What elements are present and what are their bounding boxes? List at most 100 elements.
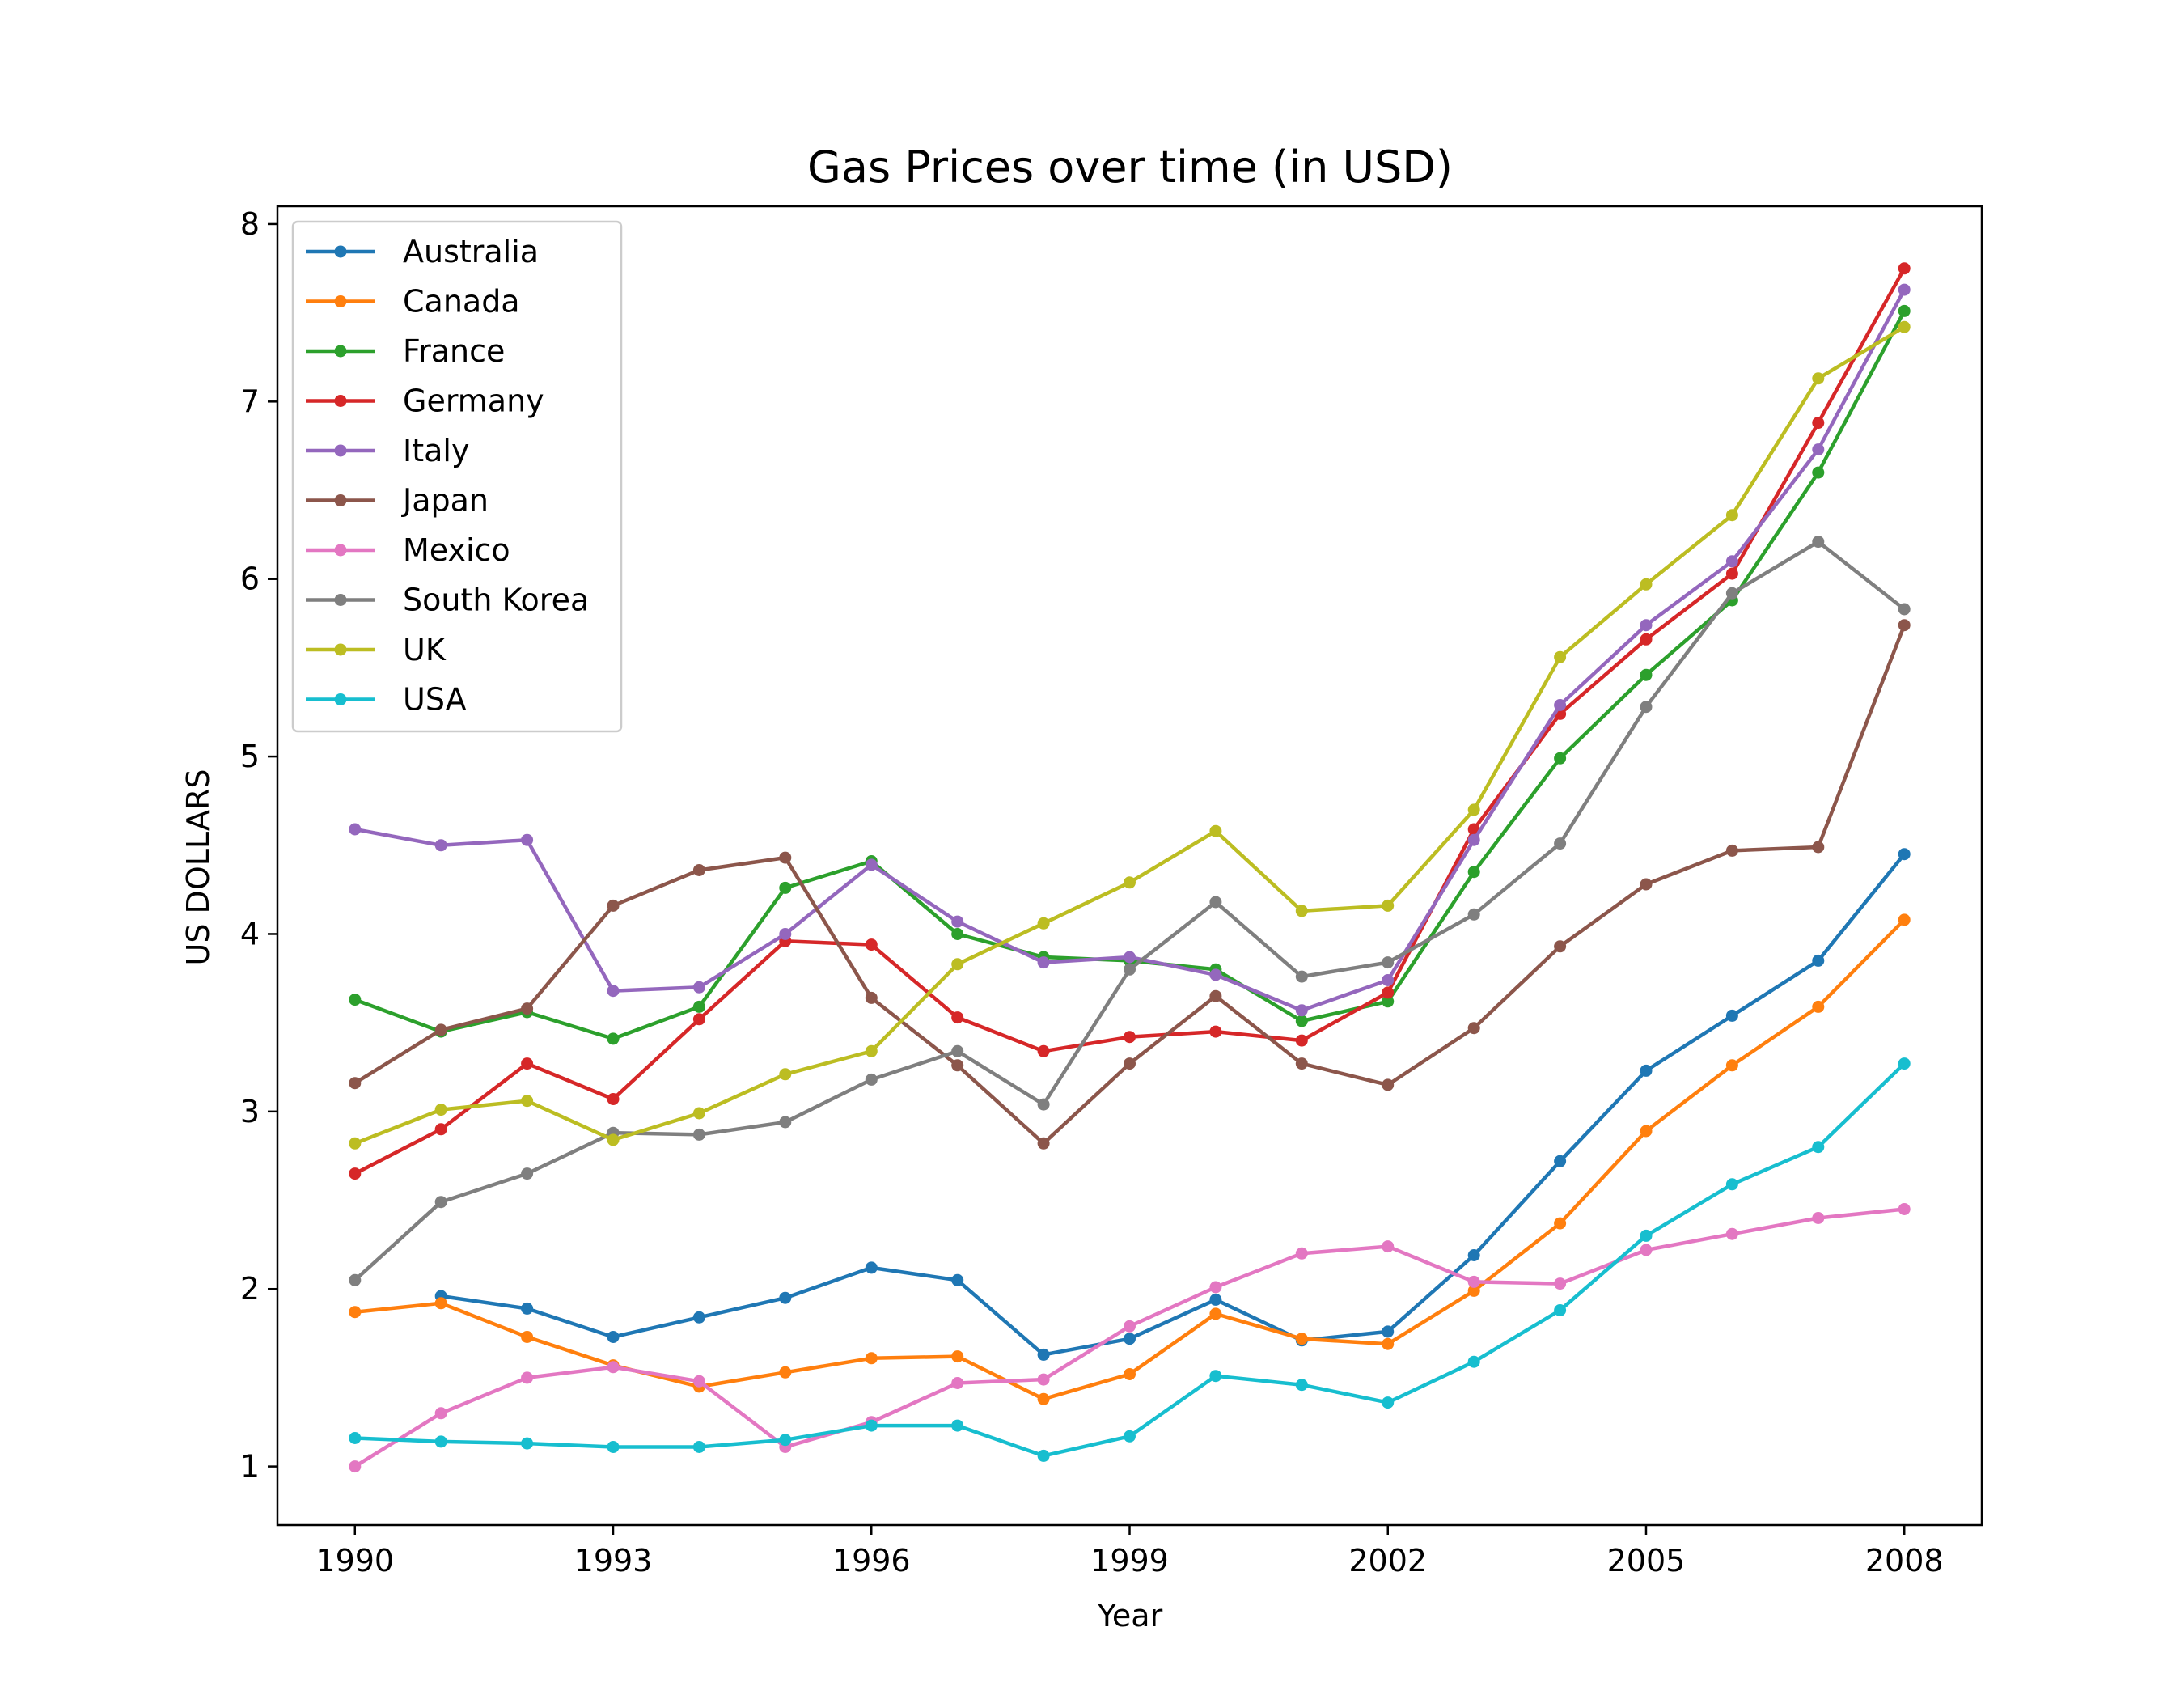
data-point-australia	[607, 1331, 620, 1343]
legend-marker-germany	[334, 395, 347, 407]
data-point-usa	[434, 1435, 447, 1448]
data-point-usa	[607, 1441, 620, 1453]
legend: Australia Canada France Germany Italy Japan Me…	[291, 220, 623, 733]
data-point-australia	[1812, 954, 1825, 967]
x-tick-label: 2002	[1348, 1543, 1427, 1578]
data-point-japan	[1382, 1078, 1395, 1091]
data-point-uk	[951, 958, 964, 971]
data-point-japan	[607, 899, 620, 912]
data-point-france	[692, 1000, 705, 1013]
data-point-canada	[865, 1352, 878, 1365]
data-point-france	[607, 1032, 620, 1045]
data-point-italy	[865, 858, 878, 871]
data-point-japan	[349, 1077, 362, 1090]
data-point-canada	[1725, 1059, 1738, 1072]
data-point-germany	[1037, 1044, 1050, 1057]
data-point-italy	[521, 833, 534, 846]
data-point-australia	[1037, 1348, 1050, 1361]
data-point-mexico	[692, 1375, 705, 1388]
data-point-italy	[1812, 443, 1825, 456]
data-point-uk	[1725, 509, 1738, 522]
data-point-germany	[1124, 1031, 1136, 1044]
legend-marker-australia	[334, 245, 347, 258]
data-point-south-korea	[1812, 536, 1825, 549]
data-point-usa	[1554, 1304, 1567, 1316]
data-point-australia	[692, 1311, 705, 1324]
data-point-japan	[1898, 619, 1911, 632]
data-point-italy	[1467, 833, 1480, 846]
data-point-usa	[1812, 1141, 1825, 1154]
data-point-italy	[1382, 974, 1395, 986]
data-point-france	[1382, 995, 1395, 1008]
legend-marker-japan	[334, 494, 347, 506]
data-point-usa	[1898, 1057, 1911, 1070]
legend-box	[291, 220, 623, 733]
data-point-canada	[1295, 1333, 1308, 1345]
data-point-uk	[1554, 650, 1567, 663]
data-point-france	[951, 928, 964, 940]
legend-label-usa: USA	[403, 682, 467, 718]
data-point-mexico	[434, 1407, 447, 1420]
series-south-korea	[349, 536, 1911, 1286]
data-point-japan	[1640, 878, 1653, 891]
data-point-canada	[779, 1366, 792, 1379]
data-point-usa	[779, 1434, 792, 1447]
legend-marker-usa	[334, 693, 347, 705]
data-point-canada	[1382, 1337, 1395, 1350]
data-point-japan	[1209, 989, 1222, 1002]
series-mexico	[349, 1203, 1911, 1473]
data-point-japan	[1812, 841, 1825, 854]
legend-item-france: France	[306, 333, 505, 369]
data-point-usa	[349, 1432, 362, 1444]
data-point-germany	[1209, 1025, 1222, 1038]
data-point-mexico	[349, 1460, 362, 1473]
y-axis-label: US DOLLARS	[180, 769, 216, 966]
data-point-japan	[692, 864, 705, 876]
data-point-australia	[1554, 1155, 1567, 1167]
data-point-mexico	[1898, 1203, 1911, 1215]
data-point-south-korea	[1467, 908, 1480, 921]
data-point-south-korea	[1124, 963, 1136, 976]
legend-marker-south-korea	[334, 594, 347, 606]
data-point-south-korea	[434, 1196, 447, 1209]
data-point-usa	[1037, 1449, 1050, 1462]
data-point-canada	[521, 1331, 534, 1343]
data-point-germany	[434, 1123, 447, 1136]
data-point-japan	[951, 1059, 964, 1072]
data-point-usa	[951, 1419, 964, 1432]
data-point-australia	[521, 1302, 534, 1315]
legend-label-germany: Germany	[403, 383, 544, 419]
y-tick-label: 5	[240, 739, 260, 774]
data-point-canada	[1812, 1000, 1825, 1013]
x-tick-label: 1996	[832, 1543, 911, 1578]
data-point-germany	[1382, 986, 1395, 999]
data-point-uk	[692, 1107, 705, 1120]
data-point-canada	[349, 1306, 362, 1319]
data-point-germany	[692, 1013, 705, 1026]
y-tick-label: 3	[240, 1094, 260, 1129]
data-point-usa	[1382, 1396, 1395, 1409]
data-point-australia	[1725, 1009, 1738, 1022]
data-point-france	[1898, 304, 1911, 317]
data-point-usa	[1209, 1370, 1222, 1383]
data-point-canada	[1898, 913, 1911, 926]
y-tick-label: 6	[240, 561, 260, 597]
data-point-uk	[434, 1104, 447, 1116]
data-point-australia	[951, 1273, 964, 1286]
data-point-uk	[1382, 899, 1395, 912]
data-point-italy	[349, 823, 362, 836]
legend-item-mexico: Mexico	[306, 532, 510, 568]
data-point-germany	[349, 1167, 362, 1180]
data-point-south-korea	[1295, 970, 1308, 983]
data-point-usa	[1467, 1355, 1480, 1368]
data-point-mexico	[1725, 1227, 1738, 1240]
legend-item-canada: Canada	[306, 284, 520, 320]
data-point-australia	[1382, 1325, 1395, 1338]
data-point-uk	[1209, 824, 1222, 837]
data-point-usa	[1124, 1430, 1136, 1443]
data-point-mexico	[1382, 1240, 1395, 1253]
data-point-italy	[434, 839, 447, 852]
data-point-japan	[1295, 1057, 1308, 1070]
data-point-japan	[779, 851, 792, 864]
data-point-italy	[692, 981, 705, 994]
